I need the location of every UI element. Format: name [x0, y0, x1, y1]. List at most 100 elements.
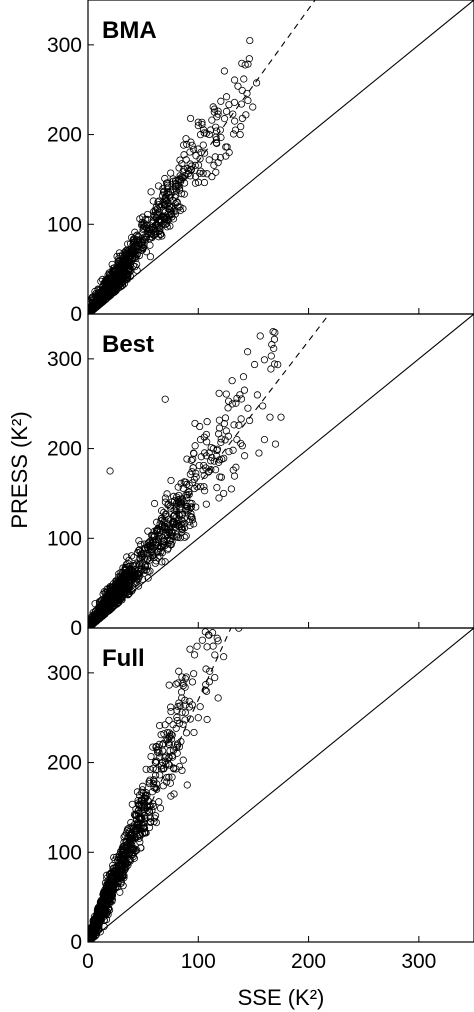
data-point [176, 498, 184, 506]
data-point [163, 778, 171, 786]
data-point [135, 566, 143, 574]
data-point [138, 830, 147, 838]
data-point [181, 709, 189, 717]
data-point [133, 243, 142, 251]
data-point [246, 538, 252, 544]
data-point [163, 773, 171, 782]
data-point [139, 224, 148, 232]
data-point [182, 135, 190, 143]
data-point [197, 483, 205, 491]
data-point [230, 472, 239, 480]
data-point [260, 435, 269, 444]
data-point [212, 452, 221, 460]
data-point [227, 485, 235, 493]
data-point [244, 404, 252, 412]
data-point [212, 599, 218, 605]
data-point [205, 156, 213, 164]
data-point [246, 36, 254, 45]
data-point [190, 651, 199, 659]
data-point [165, 716, 173, 724]
data-point [250, 360, 259, 369]
data-point [154, 182, 163, 190]
data-point [181, 172, 189, 180]
data-point [134, 821, 142, 829]
data-point [134, 582, 143, 590]
data-point [143, 791, 151, 799]
data-point [185, 703, 194, 711]
data-point [101, 906, 110, 915]
data-point [98, 296, 106, 304]
data-point [146, 253, 155, 261]
data-point [167, 730, 175, 739]
data-point [230, 98, 239, 107]
data-point [215, 389, 223, 397]
y-axis-title: PRESS (K²) [7, 411, 32, 528]
data-point [94, 918, 102, 926]
data-point [155, 798, 163, 806]
data-point [127, 819, 135, 827]
data-point [112, 277, 120, 285]
data-point [182, 729, 191, 737]
data-point [206, 593, 212, 599]
identity-line [88, 628, 474, 942]
data-point [176, 156, 184, 164]
data-point [132, 825, 140, 833]
data-point [190, 449, 198, 457]
data-point [147, 818, 155, 826]
data-point [107, 873, 115, 881]
data-point [228, 377, 236, 385]
data-point [181, 701, 190, 709]
data-point [243, 348, 252, 356]
data-point [96, 913, 104, 922]
data-point [172, 724, 180, 732]
data-point [160, 201, 168, 209]
data-point [216, 153, 224, 162]
data-point [211, 153, 219, 161]
data-point [231, 126, 240, 134]
data-point [201, 686, 209, 694]
data-point [151, 230, 159, 238]
data-point [150, 776, 158, 784]
data-point [159, 739, 167, 748]
data-point [268, 340, 276, 349]
data-point [246, 416, 254, 425]
data-point [222, 427, 230, 435]
data-point [109, 884, 117, 892]
data-point [123, 553, 131, 561]
data-point [191, 161, 199, 169]
data-point [98, 609, 106, 617]
data-point [159, 747, 167, 755]
data-point [259, 402, 267, 410]
data-point [208, 116, 216, 124]
data-point [170, 790, 178, 798]
data-point [222, 93, 231, 101]
data-point [134, 237, 142, 245]
data-point [164, 736, 172, 744]
data-point [186, 645, 194, 653]
data-point [157, 762, 166, 770]
y-tick-label: 0 [70, 303, 82, 326]
data-point [217, 133, 225, 142]
data-point [228, 400, 236, 408]
data-point [106, 271, 114, 279]
data-point [97, 898, 105, 906]
data-point [212, 135, 221, 144]
data-point [112, 266, 120, 274]
data-point [237, 100, 246, 108]
data-point [125, 583, 134, 591]
data-point [108, 281, 116, 289]
data-point [236, 130, 244, 139]
data-point [117, 273, 125, 281]
data-point [220, 454, 228, 462]
data-point [168, 773, 176, 781]
data-point [180, 179, 189, 187]
data-point [228, 511, 234, 517]
data-point [269, 328, 277, 336]
data-point [270, 344, 278, 353]
data-point [165, 738, 173, 746]
data-point [109, 599, 117, 608]
data-point [196, 131, 205, 139]
data-point [220, 489, 228, 498]
data-point [154, 525, 162, 533]
data-point [239, 373, 248, 381]
